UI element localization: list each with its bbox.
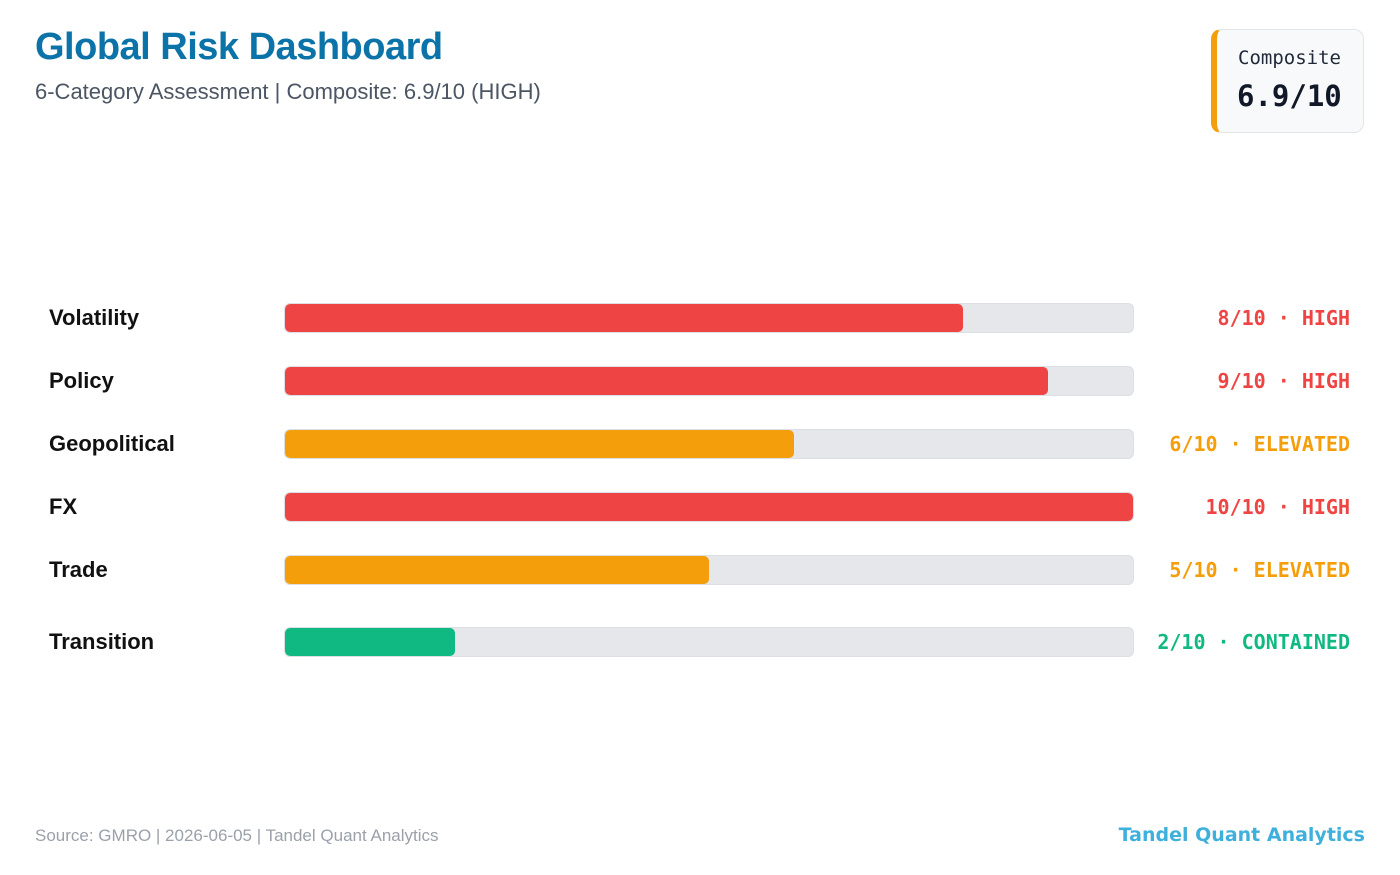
category-label: Trade <box>49 557 108 582</box>
bar-fill <box>285 430 794 458</box>
bar-fill <box>285 493 1133 521</box>
composite-score-card: Composite 6.9/10 <box>1211 29 1364 133</box>
value-label: 10/10 · HIGH <box>1205 494 1351 519</box>
category-label: Policy <box>49 368 114 393</box>
bar-row: Trade 5/10 · ELEVATED <box>0 540 1400 600</box>
category-label: Transition <box>49 629 155 654</box>
bar-track <box>284 492 1134 522</box>
value-label: 2/10 · CONTAINED <box>1157 629 1350 654</box>
bar-row: Geopolitical 6/10 · ELEVATED <box>0 414 1400 474</box>
bar-track <box>284 366 1134 396</box>
page-title: Global Risk Dashboard <box>35 26 443 68</box>
bar-row: Volatility 8/10 · HIGH <box>0 288 1400 348</box>
bar-fill <box>285 628 455 656</box>
bar-track <box>284 429 1134 459</box>
bar-track <box>284 627 1134 657</box>
value-label: 8/10 · HIGH <box>1217 305 1350 330</box>
footer-brand: Tandel Quant Analytics <box>1118 824 1365 846</box>
value-label: 9/10 · HIGH <box>1217 368 1350 393</box>
value-label: 5/10 · ELEVATED <box>1169 557 1350 582</box>
composite-label: Composite <box>1238 47 1341 69</box>
bar-row: FX 10/10 · HIGH <box>0 477 1400 537</box>
bar-fill <box>285 556 709 584</box>
category-label: FX <box>49 494 78 519</box>
bar-row: Policy 9/10 · HIGH <box>0 351 1400 411</box>
page-subtitle: 6-Category Assessment | Composite: 6.9/1… <box>35 79 541 104</box>
category-label: Volatility <box>49 305 140 330</box>
value-label: 6/10 · ELEVATED <box>1169 431 1350 456</box>
bar-row: Transition 2/10 · CONTAINED <box>0 612 1400 672</box>
category-label: Geopolitical <box>49 431 175 456</box>
bar-track <box>284 555 1134 585</box>
bar-fill <box>285 304 963 332</box>
bar-track <box>284 303 1134 333</box>
bar-fill <box>285 367 1048 395</box>
composite-value: 6.9/10 <box>1237 79 1342 113</box>
footer-source: Source: GMRO | 2026-06-05 | Tandel Quant… <box>35 826 439 845</box>
